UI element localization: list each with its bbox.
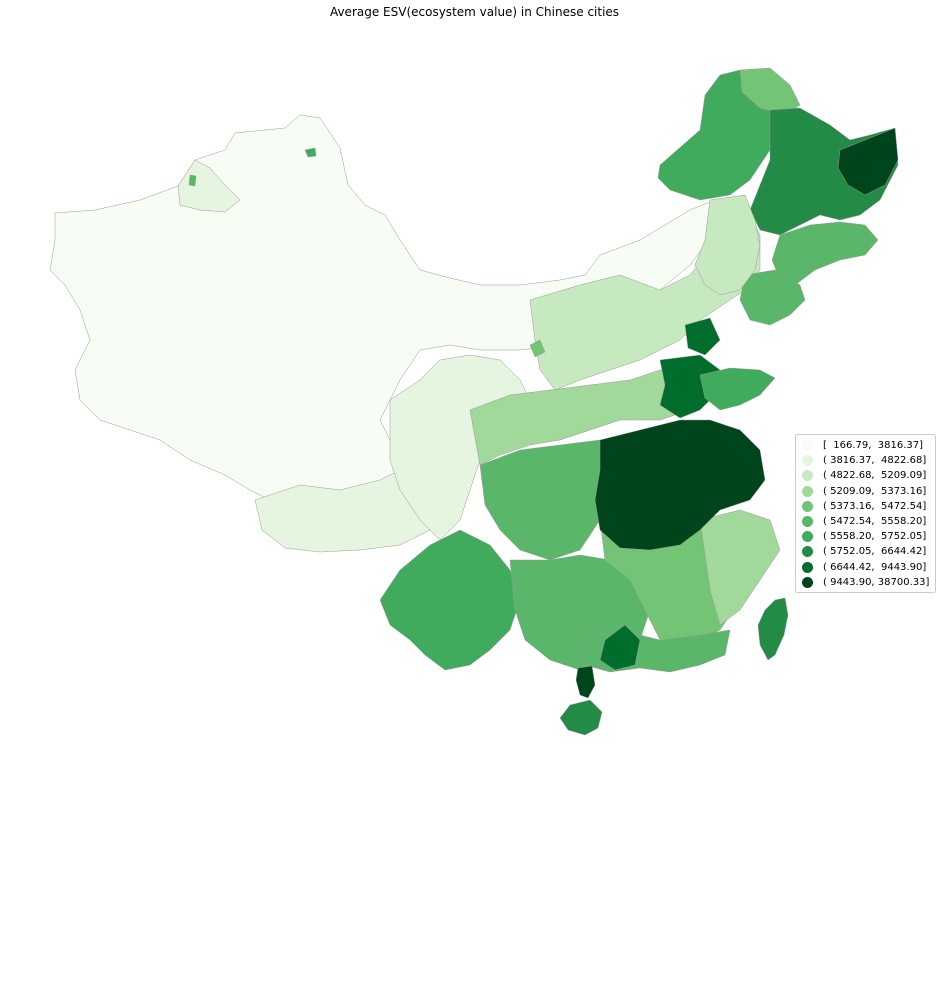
chart-title: Average ESV(ecosystem value) in Chinese … [329, 5, 620, 19]
legend-label: [ 166.79, 3816.37] [823, 440, 924, 452]
legend-swatch [802, 531, 813, 543]
region-shandong [699, 367, 776, 411]
legend-item: ( 5209.09, 5373.16] [802, 484, 931, 499]
legend-swatch [802, 500, 813, 512]
legend-label: ( 9443.90, 38700.33] [823, 576, 930, 588]
legend-label: ( 3816.37, 4822.68] [823, 455, 927, 467]
region-jilin [771, 221, 879, 286]
region-fujian [699, 509, 781, 626]
region-heilongjiang-east [749, 107, 899, 236]
legend-item: ( 5752.05, 6644.42] [802, 544, 931, 559]
region-patch-xinjiang-2 [188, 174, 197, 187]
region-inner-mongolia-east [694, 194, 761, 296]
legend-label: ( 4822.68, 5209.09] [823, 470, 927, 482]
region-taiwan [757, 597, 789, 661]
region-ili [177, 159, 241, 213]
legend-label: ( 5373.16, 5472.54] [823, 500, 927, 512]
legend-item: ( 6644.42, 9443.90] [802, 560, 931, 575]
legend-item: ( 9443.90, 38700.33] [802, 575, 931, 590]
region-core-ring [659, 354, 721, 419]
region-leizhou [575, 665, 596, 699]
legend-item: [ 166.79, 3816.37] [802, 438, 931, 453]
region-pearl-delta [599, 624, 641, 671]
legend-item: ( 4822.68, 5209.09] [802, 468, 931, 483]
legend-label: ( 5209.09, 5373.16] [823, 485, 927, 497]
region-core-dark [594, 419, 766, 551]
legend-swatch [802, 576, 813, 588]
region-liaoning [739, 269, 806, 326]
region-far-east [837, 127, 899, 196]
legend-item: ( 5373.16, 5472.54] [802, 499, 931, 514]
region-hainan [559, 699, 603, 736]
legend-swatch [802, 561, 813, 573]
legend-swatch [802, 455, 813, 467]
region-beijing [684, 317, 721, 356]
legend-item: ( 5558.20, 5752.05] [802, 529, 931, 544]
legend-label: ( 5752.05, 6644.42] [823, 546, 927, 558]
legend-item: ( 5472.54, 5558.20] [802, 514, 931, 529]
legend: [ 166.79, 3816.37] ( 3816.37, 4822.68] ( 4… [795, 434, 936, 593]
legend-swatch [802, 516, 813, 528]
legend-label: ( 5472.54, 5558.20] [823, 516, 927, 528]
legend-swatch [802, 470, 813, 482]
legend-item: ( 3816.37, 4822.68] [802, 453, 931, 468]
region-patch-ningxia [529, 339, 546, 358]
legend-label: ( 6644.42, 9443.90] [823, 561, 927, 573]
legend-swatch [802, 485, 813, 497]
region-north-light [529, 204, 761, 391]
legend-swatch [802, 440, 813, 452]
region-patch-xinjiang-1 [304, 147, 317, 158]
legend-swatch [802, 546, 813, 558]
legend-label: ( 5558.20, 5752.05] [823, 531, 927, 543]
region-yunnan [379, 529, 521, 671]
